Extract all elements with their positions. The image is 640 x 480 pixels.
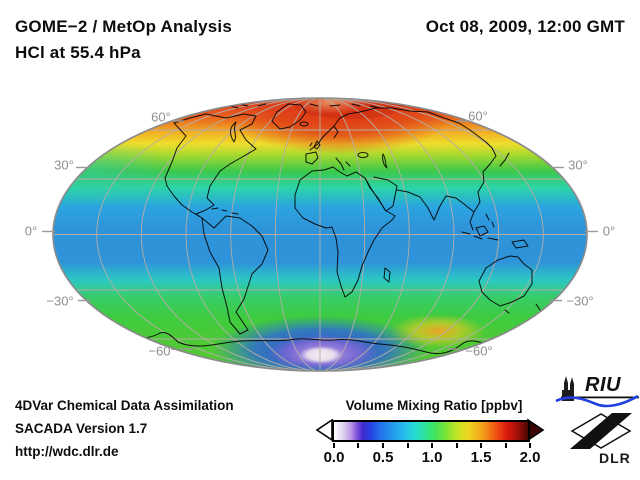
coastlines <box>117 103 545 355</box>
colorbar-minor-tick <box>333 443 335 448</box>
footer-url: http://wdc.dlr.de <box>15 444 119 459</box>
coast-south-asia <box>396 189 475 231</box>
colorbar-minor-tick <box>357 443 359 448</box>
dlr-arrow-icon <box>570 413 632 449</box>
colorbar-minor-tick <box>407 443 409 448</box>
lat-label-right-0: 0° <box>602 223 616 239</box>
colorbar-tick-label-20: 2.0 <box>519 449 541 466</box>
coast-antarctica <box>117 331 523 355</box>
lat-label-right-60s: −60° <box>465 343 493 359</box>
latitude-ticks <box>42 120 598 350</box>
dlr-logo-text: DLR <box>599 450 631 466</box>
coast-madagascar <box>383 267 391 283</box>
coast-hudson-bay <box>230 121 237 143</box>
colorbar-tick-label-10: 1.0 <box>421 449 443 466</box>
colorbar-minor-tick <box>480 443 482 448</box>
dlr-logo <box>570 413 632 449</box>
footer-version-label: SACADA Version 1.7 <box>15 421 148 436</box>
map-outline <box>52 97 588 372</box>
lat-label-right-30s: −30° <box>566 293 594 309</box>
lat-label-left-60n: 60° <box>151 109 171 125</box>
colorbar-minor-tick <box>505 443 507 448</box>
colorbar-left-arrow <box>315 418 333 442</box>
coast-black-sea <box>357 152 369 158</box>
north-pacific-cool-patch <box>53 138 173 206</box>
colorbar-minor-tick <box>431 443 433 448</box>
coast-south-america <box>201 215 269 335</box>
colorbar-minor-tick <box>382 443 384 448</box>
mixing-ratio-field <box>53 98 587 371</box>
lat-label-left-0: 0° <box>24 223 38 239</box>
riu-wave-icon <box>555 394 639 408</box>
colorbar-gradient <box>332 420 530 442</box>
coast-mediterranean <box>335 157 351 171</box>
lat-label-right-30n: 30° <box>568 157 588 173</box>
colorbar-tick-label-05: 0.5 <box>372 449 394 466</box>
antarctic-vortex-minimum <box>299 346 343 364</box>
coast-iceland <box>299 121 309 127</box>
coast-japan <box>499 152 510 167</box>
lat-label-left-60s: −60° <box>148 343 176 359</box>
coast-arctic-eurasia <box>347 107 487 143</box>
graticule <box>53 98 587 371</box>
riu-logo <box>555 376 639 408</box>
lat-label-right-60n: 60° <box>468 108 488 124</box>
footer-assimilation-label: 4DVar Chemical Data Assimilation <box>15 398 234 413</box>
arctic-pole-spot <box>292 98 368 114</box>
colorbar-title: Volume Mixing Ratio [ppbv] <box>345 398 523 413</box>
coast-east-asia <box>473 141 497 213</box>
coast-europe <box>309 113 349 151</box>
coast-caribbean <box>211 207 239 215</box>
colorbar-tick-label-0: 0.0 <box>323 449 345 466</box>
lat-label-left-30n: 30° <box>54 157 74 173</box>
coast-british-isles <box>309 140 321 150</box>
coast-africa <box>294 166 396 298</box>
coast-arabia <box>364 176 398 212</box>
product-title: GOME−2 / MetOp Analysis <box>15 17 233 36</box>
riu-logo-text: RIU <box>585 374 621 396</box>
colorbar-right-arrow <box>527 418 545 442</box>
coast-australia <box>478 255 533 314</box>
coast-indonesia <box>461 213 529 249</box>
riu-underline <box>561 396 639 399</box>
riu-cathedral-icon <box>562 376 574 401</box>
colorbar-minor-tick <box>456 443 458 448</box>
species-level-subtitle: HCl at 55.4 hPa <box>15 43 141 62</box>
lat-label-left-30s: −30° <box>46 293 74 309</box>
coast-north-america <box>164 113 257 219</box>
coast-caspian <box>382 153 388 169</box>
analysis-datetime: Oct 08, 2009, 12:00 GMT <box>425 17 625 36</box>
colorbar-tick-label-15: 1.5 <box>470 449 492 466</box>
coast-iberia <box>305 151 319 165</box>
coast-greenland <box>271 103 307 130</box>
colorbar-minor-tick <box>529 443 531 448</box>
